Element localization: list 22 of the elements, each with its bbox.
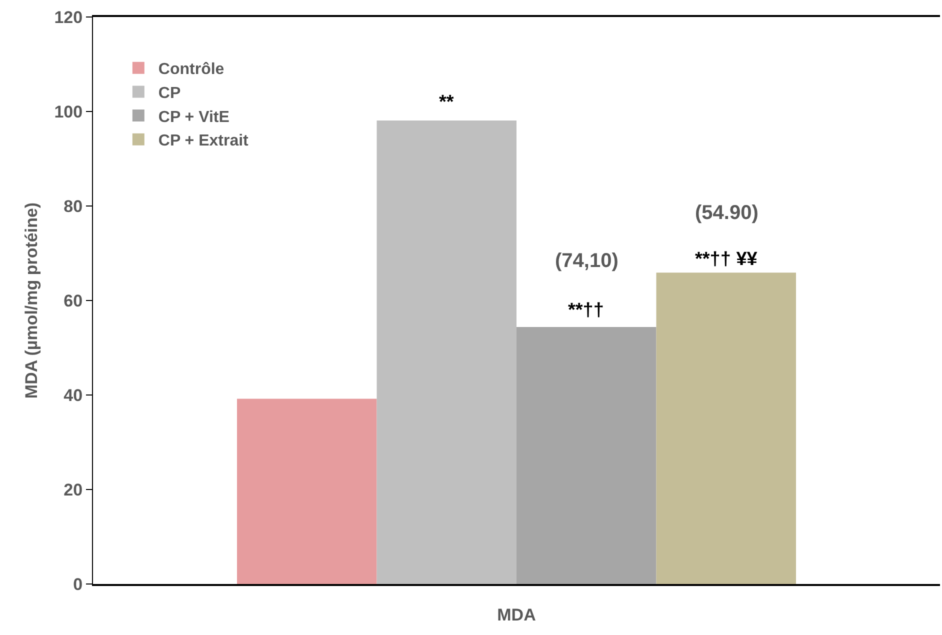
annotation: (54.90) bbox=[695, 202, 758, 224]
y-axis-title: MDA (µmol/mg protéine) bbox=[22, 202, 41, 399]
legend-label: Contrôle bbox=[158, 61, 224, 78]
legend-label: CP bbox=[158, 84, 181, 102]
bar bbox=[376, 120, 516, 584]
y-tick-label: 40 bbox=[64, 386, 83, 405]
x-tick-label: MDA bbox=[497, 605, 536, 624]
annotation: **†† ¥¥ bbox=[695, 249, 758, 270]
y-tick-label: 60 bbox=[64, 291, 83, 310]
bar bbox=[236, 398, 377, 584]
annotation: **†† bbox=[568, 300, 604, 321]
bar bbox=[516, 326, 656, 584]
annotation: (74,10) bbox=[555, 250, 618, 272]
bar bbox=[656, 272, 796, 584]
y-tick-label: 0 bbox=[73, 574, 83, 594]
legend-label: CP + Extrait bbox=[158, 132, 250, 150]
y-tick-label: 120 bbox=[54, 8, 83, 27]
y-tick-label: 20 bbox=[64, 480, 83, 500]
y-tick-label: 80 bbox=[64, 196, 83, 216]
legend-label: CP + VitE bbox=[158, 108, 230, 126]
y-tick-label: 100 bbox=[54, 102, 83, 122]
annotation: ** bbox=[439, 92, 454, 113]
